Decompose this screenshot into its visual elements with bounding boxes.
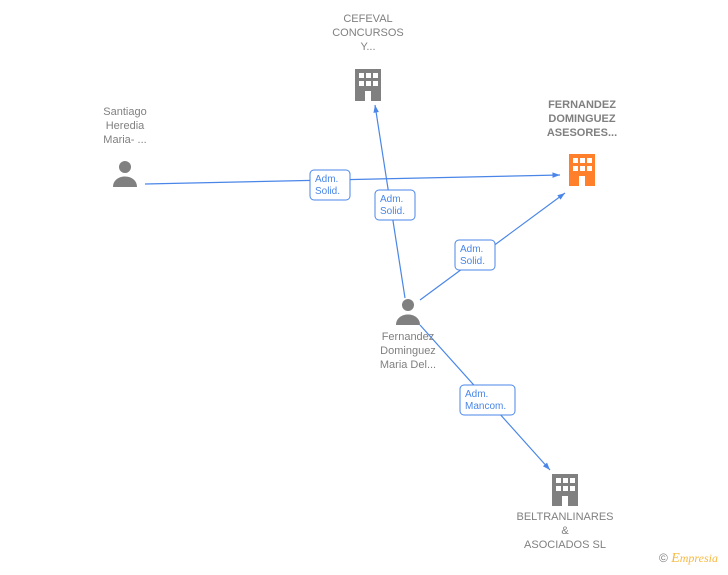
building-node[interactable] [355,69,381,101]
person-node[interactable] [396,299,420,325]
node-label: & [561,525,569,537]
node-label: Santiago [103,106,146,118]
node-label: Y... [360,41,375,53]
node-label: BELTRANLINARES [517,511,614,523]
edge-label-text: Adm. [460,244,483,255]
node-label: Maria Del... [380,359,436,371]
edge-label-text: Adm. [315,174,338,185]
node-label: Heredia [106,120,145,132]
person-node[interactable] [113,161,137,187]
node-label: Maria- ... [103,134,146,146]
edge [145,175,560,184]
footer: © Empresia [659,550,718,567]
node-label: Dominguez [380,345,436,357]
node-label: ASOCIADOS SL [524,539,606,551]
node-label: CONCURSOS [332,27,404,39]
building-node[interactable] [569,154,595,186]
edge-label-text: Adm. [465,389,488,400]
edge-label-text: Adm. [380,194,403,205]
edge-label-text: Solid. [380,206,405,217]
brand-name: Empresia [671,551,718,565]
copyright-symbol: © [659,551,668,565]
node-label: DOMINGUEZ [548,113,616,125]
edge-label-text: Solid. [460,256,485,267]
diagram-canvas: Adm.Solid.Adm.Solid.Adm.Solid.Adm.Mancom… [0,0,728,575]
node-label: CEFEVAL [343,13,392,25]
building-node[interactable] [552,474,578,506]
node-label: ASESORES... [547,127,617,139]
node-label: FERNANDEZ [548,99,616,111]
node-label: Fernandez [382,331,435,343]
edge-label-text: Solid. [315,186,340,197]
edge-label-text: Mancom. [465,401,506,412]
